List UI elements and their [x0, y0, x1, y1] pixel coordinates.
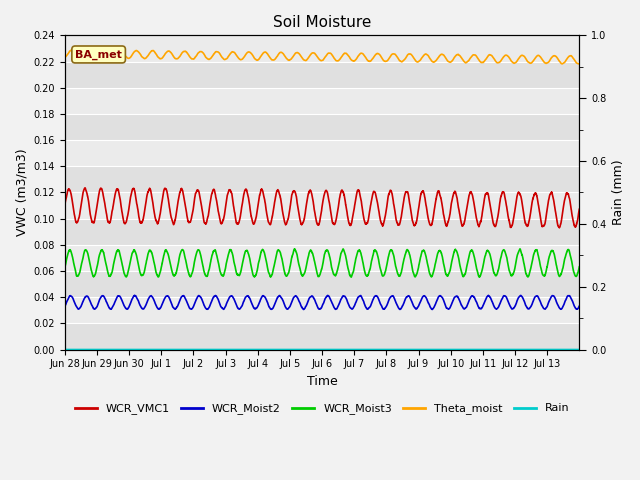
Bar	[65, 88, 579, 114]
Title: Soil Moisture: Soil Moisture	[273, 15, 371, 30]
Bar	[65, 140, 579, 166]
X-axis label: Time: Time	[307, 375, 337, 388]
Legend: WCR_VMC1, WCR_Moist2, WCR_Moist3, Theta_moist, Rain: WCR_VMC1, WCR_Moist2, WCR_Moist3, Theta_…	[70, 399, 574, 419]
Bar	[65, 114, 579, 140]
Bar	[65, 271, 579, 297]
Bar	[65, 245, 579, 271]
Bar	[65, 324, 579, 349]
Bar	[65, 36, 579, 61]
Bar	[65, 166, 579, 192]
Y-axis label: VWC (m3/m3): VWC (m3/m3)	[15, 149, 28, 236]
Bar	[65, 297, 579, 324]
Bar	[65, 61, 579, 88]
Y-axis label: Rain (mm): Rain (mm)	[612, 160, 625, 225]
Bar	[65, 218, 579, 245]
Text: BA_met: BA_met	[75, 49, 122, 60]
Bar	[65, 192, 579, 218]
